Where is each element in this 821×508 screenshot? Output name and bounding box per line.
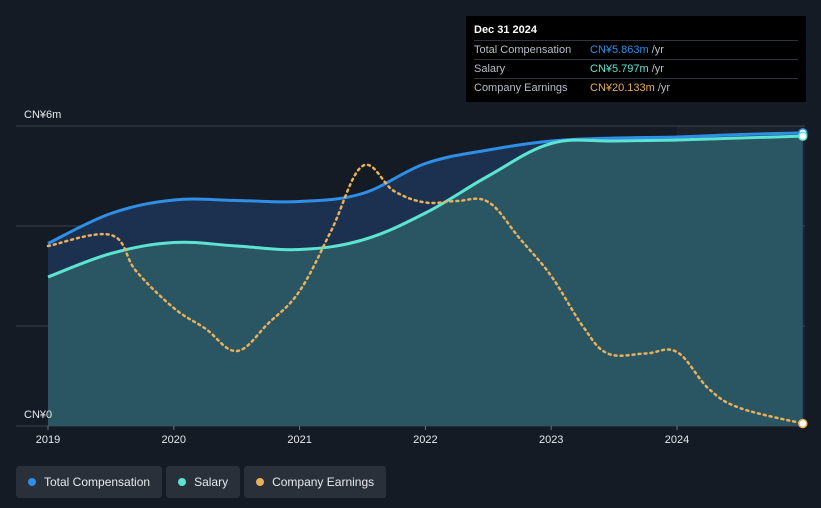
chart-legend: Total Compensation Salary Company Earnin… [16, 466, 387, 498]
legend-item-company-earnings[interactable]: Company Earnings [244, 466, 387, 498]
legend-dot-icon [28, 478, 36, 486]
x-axis-ticks: 2019 2020 2021 2022 2023 2024 [36, 426, 689, 446]
legend-item-total-compensation[interactable]: Total Compensation [16, 466, 163, 498]
legend-label: Company Earnings [272, 475, 375, 489]
legend-item-salary[interactable]: Salary [166, 466, 241, 498]
x-tick-label: 2023 [539, 434, 563, 446]
y-tick-bottom: CN¥0 [24, 409, 52, 421]
x-tick-label: 2024 [665, 434, 689, 446]
company-earnings-line [46, 163, 805, 425]
tooltip-row-company-earnings: Company Earnings CN¥20.133m /yr [474, 78, 798, 97]
tooltip-label: Salary [474, 63, 506, 75]
tooltip-unit: /yr [657, 82, 671, 94]
tooltip-value: CN¥5.797m [590, 63, 649, 75]
salary-endpoint [798, 131, 808, 141]
total-compensation-line [47, 131, 803, 245]
legend-label: Total Compensation [44, 475, 151, 489]
y-tick-top: CN¥6m [24, 109, 61, 121]
tooltip-value: CN¥20.133m [590, 82, 655, 94]
tooltip-value: CN¥5.863m [590, 44, 649, 56]
x-tick-label: 2022 [413, 434, 437, 446]
legend-label: Salary [194, 475, 229, 489]
tooltip-date: Dec 31 2024 [474, 24, 537, 36]
company-earnings-endpoint [798, 418, 808, 429]
hover-tooltip: Dec 31 2024 Total Compensation CN¥5.863m… [466, 16, 806, 102]
series-lines [46, 131, 805, 425]
legend-dot-icon [256, 478, 265, 486]
series-areas [48, 132, 803, 426]
x-tick-label: 2021 [287, 434, 311, 446]
tooltip-unit: /yr [651, 44, 664, 56]
legend-dot-icon [178, 478, 187, 486]
salary-area [48, 136, 803, 426]
tooltip-label: Company Earnings [474, 82, 568, 94]
tooltip-unit: /yr [651, 63, 664, 75]
x-tick-label: 2020 [162, 434, 186, 446]
tooltip-row-total-compensation: Total Compensation CN¥5.863m /yr [474, 40, 798, 59]
salary-line [47, 134, 803, 279]
x-tick-label: 2019 [36, 434, 60, 446]
series-endpoints [798, 128, 808, 429]
tooltip-label: Total Compensation [474, 44, 572, 56]
tooltip-row-salary: Salary CN¥5.797m /yr [474, 59, 798, 78]
